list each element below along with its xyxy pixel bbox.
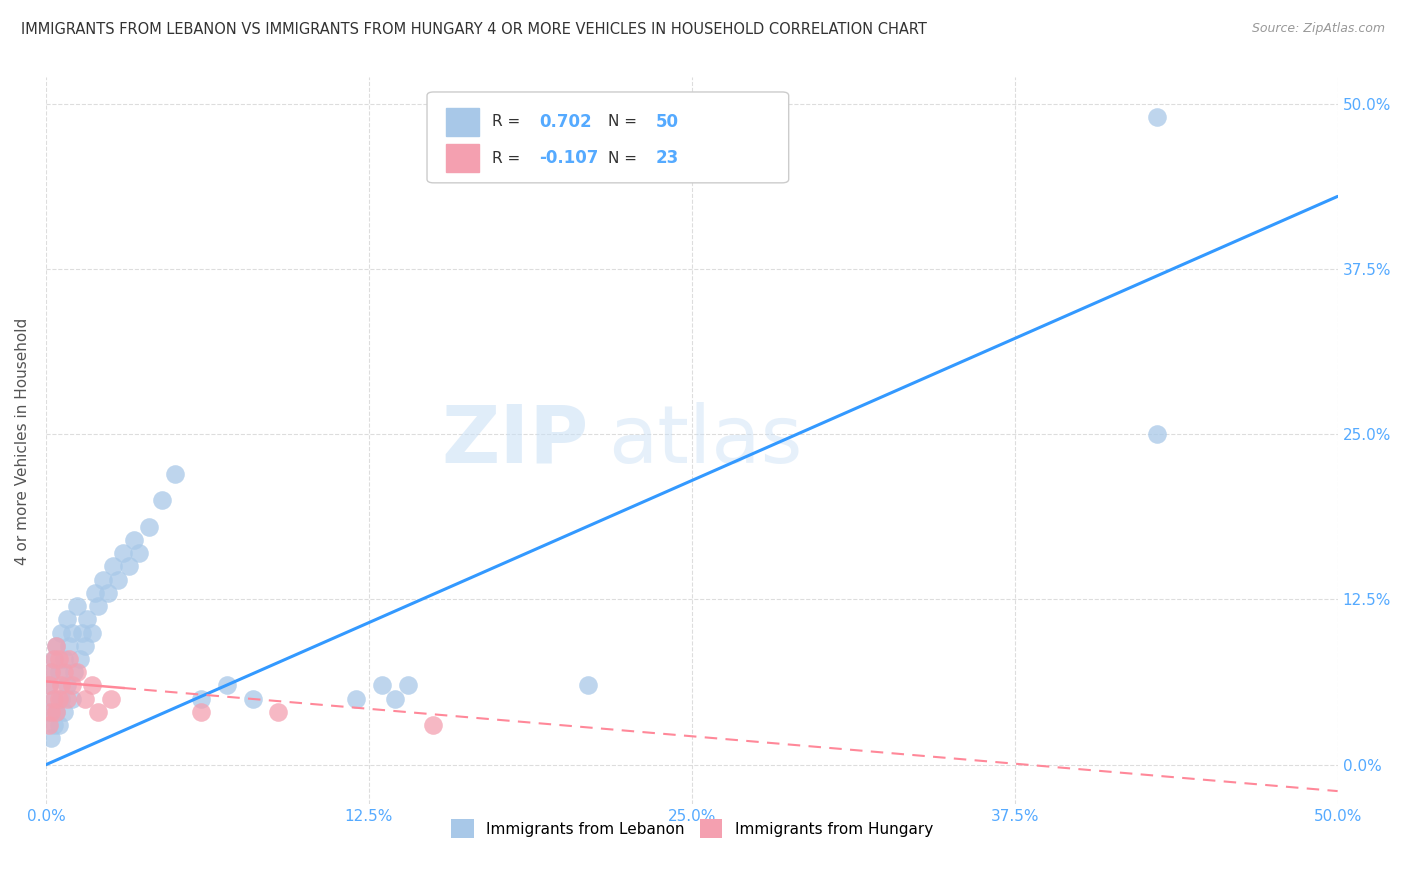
Bar bbox=[446, 108, 478, 136]
Text: N =: N = bbox=[607, 114, 641, 129]
Point bbox=[60, 678, 83, 692]
Point bbox=[82, 678, 104, 692]
Point bbox=[82, 625, 104, 640]
Point bbox=[384, 691, 406, 706]
Point bbox=[48, 691, 70, 706]
Point bbox=[84, 586, 107, 600]
Point bbox=[42, 691, 65, 706]
Point bbox=[396, 678, 419, 692]
Point bbox=[122, 533, 145, 547]
Point bbox=[1146, 427, 1168, 442]
Point bbox=[128, 546, 150, 560]
Point bbox=[86, 705, 108, 719]
Point bbox=[48, 665, 70, 680]
Point bbox=[42, 718, 65, 732]
Point bbox=[45, 639, 67, 653]
Point bbox=[38, 718, 60, 732]
Point bbox=[48, 718, 70, 732]
Point bbox=[190, 705, 212, 719]
Point bbox=[190, 691, 212, 706]
Point bbox=[73, 639, 96, 653]
Point bbox=[578, 678, 600, 692]
Point bbox=[51, 678, 73, 692]
Text: 23: 23 bbox=[655, 149, 679, 167]
Point bbox=[91, 573, 114, 587]
Point bbox=[215, 678, 238, 692]
Point bbox=[70, 625, 93, 640]
Point bbox=[42, 652, 65, 666]
Legend: Immigrants from Lebanon, Immigrants from Hungary: Immigrants from Lebanon, Immigrants from… bbox=[444, 814, 939, 844]
Point bbox=[45, 705, 67, 719]
Point bbox=[60, 625, 83, 640]
Point bbox=[39, 665, 62, 680]
Y-axis label: 4 or more Vehicles in Household: 4 or more Vehicles in Household bbox=[15, 318, 30, 565]
Point bbox=[51, 625, 73, 640]
Point bbox=[242, 691, 264, 706]
Point bbox=[165, 467, 187, 481]
Point bbox=[138, 520, 160, 534]
Point bbox=[38, 705, 60, 719]
Point bbox=[112, 546, 135, 560]
Point bbox=[42, 691, 65, 706]
Point bbox=[150, 493, 173, 508]
FancyBboxPatch shape bbox=[427, 92, 789, 183]
Point bbox=[38, 678, 60, 692]
Text: IMMIGRANTS FROM LEBANON VS IMMIGRANTS FROM HUNGARY 4 OR MORE VEHICLES IN HOUSEHO: IMMIGRANTS FROM LEBANON VS IMMIGRANTS FR… bbox=[21, 22, 927, 37]
Point bbox=[117, 559, 139, 574]
Text: Source: ZipAtlas.com: Source: ZipAtlas.com bbox=[1251, 22, 1385, 36]
Text: 0.702: 0.702 bbox=[540, 112, 592, 131]
Point bbox=[45, 705, 67, 719]
Point bbox=[66, 665, 89, 680]
Point bbox=[53, 705, 76, 719]
Text: 50: 50 bbox=[655, 112, 679, 131]
Point bbox=[63, 665, 86, 680]
Point bbox=[39, 705, 62, 719]
Text: ZIP: ZIP bbox=[441, 402, 589, 480]
Point bbox=[55, 691, 77, 706]
Point bbox=[39, 665, 62, 680]
Point bbox=[58, 652, 80, 666]
Point bbox=[371, 678, 394, 692]
Point bbox=[101, 559, 124, 574]
Point bbox=[53, 652, 76, 666]
Point bbox=[66, 599, 89, 613]
Text: R =: R = bbox=[492, 151, 524, 166]
Point bbox=[53, 665, 76, 680]
Text: atlas: atlas bbox=[607, 402, 803, 480]
Text: R =: R = bbox=[492, 114, 524, 129]
Point bbox=[1146, 110, 1168, 124]
Point bbox=[267, 705, 290, 719]
Point bbox=[76, 612, 98, 626]
Point bbox=[55, 612, 77, 626]
Point bbox=[73, 691, 96, 706]
Text: -0.107: -0.107 bbox=[540, 149, 599, 167]
Point bbox=[55, 678, 77, 692]
Point bbox=[69, 652, 91, 666]
Point bbox=[422, 718, 444, 732]
Point bbox=[97, 586, 120, 600]
Point bbox=[86, 599, 108, 613]
Point bbox=[51, 691, 73, 706]
Point bbox=[45, 639, 67, 653]
Point bbox=[100, 691, 122, 706]
Point bbox=[38, 678, 60, 692]
Point bbox=[39, 731, 62, 746]
Bar bbox=[446, 145, 478, 172]
Point bbox=[60, 691, 83, 706]
Text: N =: N = bbox=[607, 151, 641, 166]
Point bbox=[344, 691, 367, 706]
Point bbox=[48, 652, 70, 666]
Point bbox=[58, 639, 80, 653]
Point bbox=[42, 652, 65, 666]
Point bbox=[107, 573, 129, 587]
